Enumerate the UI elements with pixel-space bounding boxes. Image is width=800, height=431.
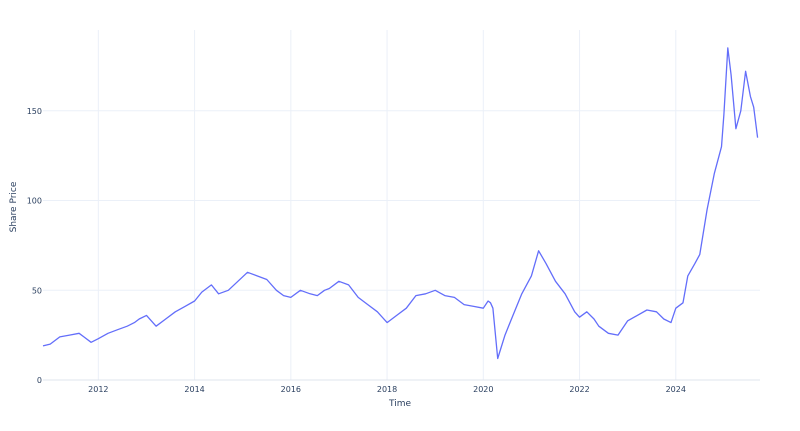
series-layer [42, 47, 759, 360]
x-tick-label: 2018 [377, 385, 397, 394]
share-price-line [42, 47, 759, 360]
y-axis-title: Share Price [9, 181, 19, 232]
y-tick-label: 0 [37, 376, 42, 385]
x-tick-label: 2014 [184, 385, 204, 394]
x-tick-label: 2012 [88, 385, 108, 394]
x-tick-label: 2020 [473, 385, 493, 394]
tick-labels: 2012 2014 2016 2018 2020 2022 2024 0 50 100 150 [27, 107, 686, 394]
grid [43, 30, 760, 381]
y-tick-label: 100 [27, 197, 42, 206]
x-tick-label: 2016 [281, 385, 301, 394]
x-axis-title: Time [388, 399, 411, 409]
y-tick-label: 150 [27, 107, 42, 116]
x-tick-label: 2022 [569, 385, 589, 394]
y-tick-label: 50 [32, 286, 42, 295]
x-tick-label: 2024 [666, 385, 686, 394]
